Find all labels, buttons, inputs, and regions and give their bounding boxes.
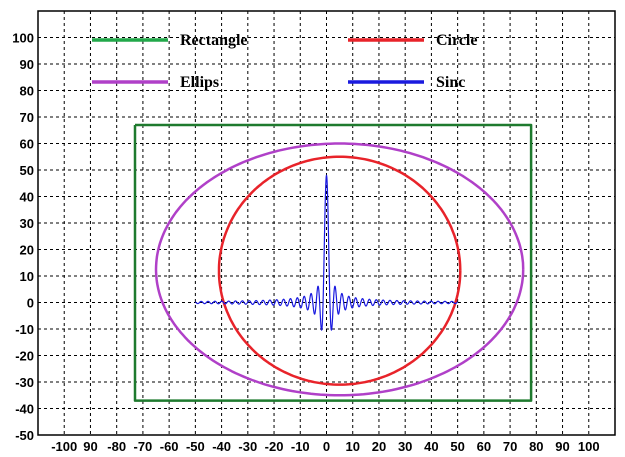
series-ellips [154, 142, 525, 397]
series-rectangle [133, 123, 533, 402]
y-tick-label: 50 [20, 163, 34, 178]
y-tick-label: 30 [20, 216, 34, 231]
x-tick-labels: -100 90 -80 -70 -60 -50 -40 -30 -20 -10 0 10 20 30 40 5… [51, 439, 599, 454]
legend: Rectangle Circle Ellips Sinc [92, 32, 477, 91]
x-tick-label: -80 [107, 439, 126, 454]
legend-label-rectangle: Rectangle [180, 32, 248, 49]
x-tick-label: 90 [555, 439, 569, 454]
y-tick-label: -40 [15, 402, 34, 417]
x-tick-label: -70 [134, 439, 153, 454]
x-tick-label: 30 [398, 439, 412, 454]
x-tick-label: -20 [265, 439, 284, 454]
y-tick-label: 80 [20, 84, 34, 99]
y-tick-label: -20 [15, 349, 34, 364]
legend-label-ellips: Ellips [180, 74, 219, 91]
y-tick-label: -10 [15, 322, 34, 337]
x-tick-label: -50 [186, 439, 205, 454]
x-tick-label: -100 [51, 439, 77, 454]
x-tick-label: 50 [450, 439, 464, 454]
y-tick-label: 60 [20, 137, 34, 152]
series-layer [133, 123, 533, 402]
x-tick-label: 0 [323, 439, 330, 454]
x-tick-label: 70 [503, 439, 517, 454]
x-tick-label: -10 [291, 439, 310, 454]
x-tick-label: 60 [477, 439, 491, 454]
y-tick-label: 0 [27, 296, 34, 311]
legend-label-circle: Circle [436, 32, 477, 49]
y-tick-label: -30 [15, 375, 34, 390]
x-tick-label: 20 [372, 439, 386, 454]
y-tick-label: 90 [20, 57, 34, 72]
x-tick-label: 80 [529, 439, 543, 454]
y-tick-label: 70 [20, 110, 34, 125]
x-tick-label: 10 [345, 439, 359, 454]
x-tick-label: -60 [160, 439, 179, 454]
series-sinc [194, 174, 459, 331]
y-tick-label: 10 [20, 269, 34, 284]
y-tick-labels: -50 -40 -30 -20 -10 0 10 20 30 40 50 60 70 80 90 100 [12, 31, 34, 444]
y-tick-label: 100 [12, 31, 34, 46]
x-tick-label: 100 [578, 439, 600, 454]
legend-label-sinc: Sinc [436, 74, 465, 91]
x-tick-label: 40 [424, 439, 438, 454]
series-circle [217, 155, 462, 386]
x-tick-label: -40 [212, 439, 231, 454]
y-tick-label: -50 [15, 428, 34, 443]
y-tick-label: 40 [20, 190, 34, 205]
x-tick-label: 90 [83, 439, 97, 454]
y-tick-label: 20 [20, 243, 34, 258]
x-tick-label: -30 [238, 439, 257, 454]
